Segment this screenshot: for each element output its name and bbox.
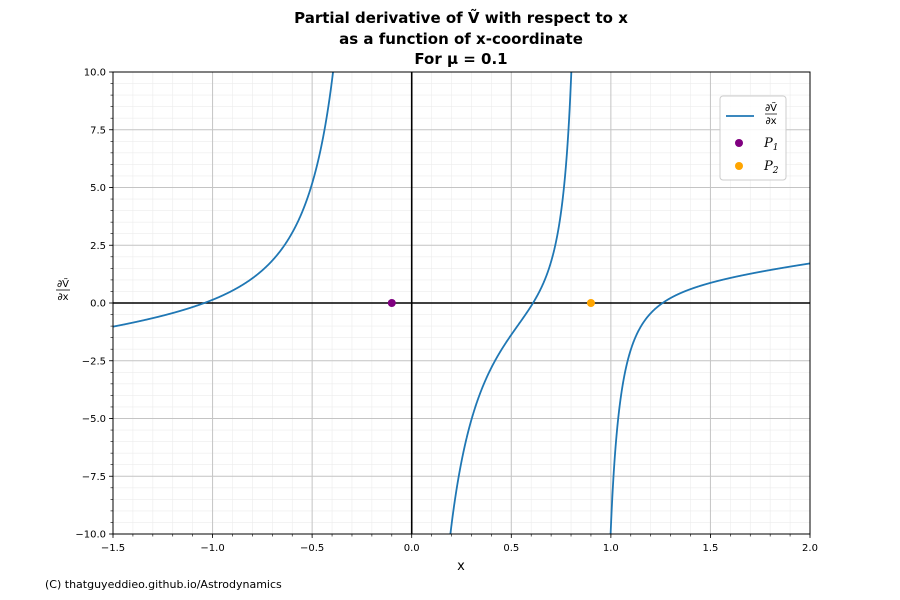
x-tick-label: 0.0 — [404, 543, 420, 554]
x-tick-label: −0.5 — [300, 543, 324, 554]
x-tick-label: −1.0 — [200, 543, 224, 554]
x-tick-label: 1.0 — [603, 543, 619, 554]
series-line-segment-2 — [449, 72, 573, 534]
y-tick-label: 2.5 — [90, 241, 106, 252]
point-p2 — [586, 299, 595, 307]
credit-text: (C) thatguyeddieo.github.io/Astrodynamic… — [45, 578, 282, 591]
y-tick-label: 10.0 — [84, 68, 106, 79]
legend-p2-marker — [735, 162, 743, 170]
x-tick-label: 2.0 — [802, 543, 818, 554]
x-ticks: −1.5 −1.0 −0.5 0.0 0.5 1.0 1.5 2.0 — [101, 534, 818, 554]
point-p1 — [387, 299, 396, 307]
y-tick-label: 5.0 — [90, 183, 106, 194]
legend-p1-marker — [735, 139, 743, 147]
chart-title-line-2: as a function of x-coordinate — [339, 30, 583, 48]
series-line-segment-1 — [113, 72, 334, 328]
chart-title-line-3: For μ = 0.1 — [414, 50, 507, 68]
y-axis-label: ∂Ṽ ∂x — [56, 277, 70, 303]
points — [387, 299, 595, 307]
zero-lines — [113, 72, 810, 534]
y-tick-label: −5.0 — [82, 414, 106, 425]
legend-p2-label: P2 — [763, 159, 779, 176]
legend-series-numerator: ∂Ṽ — [765, 101, 777, 114]
legend-p1-label: P1 — [763, 136, 778, 153]
y-tick-label: −2.5 — [82, 356, 106, 367]
x-tick-label: 0.5 — [503, 543, 519, 554]
legend: ∂Ṽ ∂x P1 P2 — [719, 95, 787, 181]
series-line-segment-3 — [609, 262, 810, 534]
y-tick-label: 7.5 — [90, 125, 106, 136]
x-tick-label: 1.5 — [702, 543, 718, 554]
y-axis-label-denominator: ∂x — [57, 292, 68, 303]
chart-title-line-1: Partial derivative of Ṽ with respect to … — [294, 8, 628, 27]
y-axis-label-numerator: ∂Ṽ — [57, 277, 69, 290]
y-ticks: −10.0 −7.5 −5.0 −2.5 0.0 2.5 5.0 7.5 10.0 — [75, 68, 113, 541]
legend-series-denominator: ∂x — [765, 116, 776, 127]
y-tick-label: 0.0 — [90, 299, 106, 310]
x-axis-label: x — [457, 559, 465, 574]
x-tick-label: −1.5 — [101, 543, 125, 554]
y-tick-label: −7.5 — [82, 472, 106, 483]
legend-box — [719, 95, 787, 181]
y-tick-label: −10.0 — [75, 530, 106, 541]
curves — [113, 72, 810, 534]
